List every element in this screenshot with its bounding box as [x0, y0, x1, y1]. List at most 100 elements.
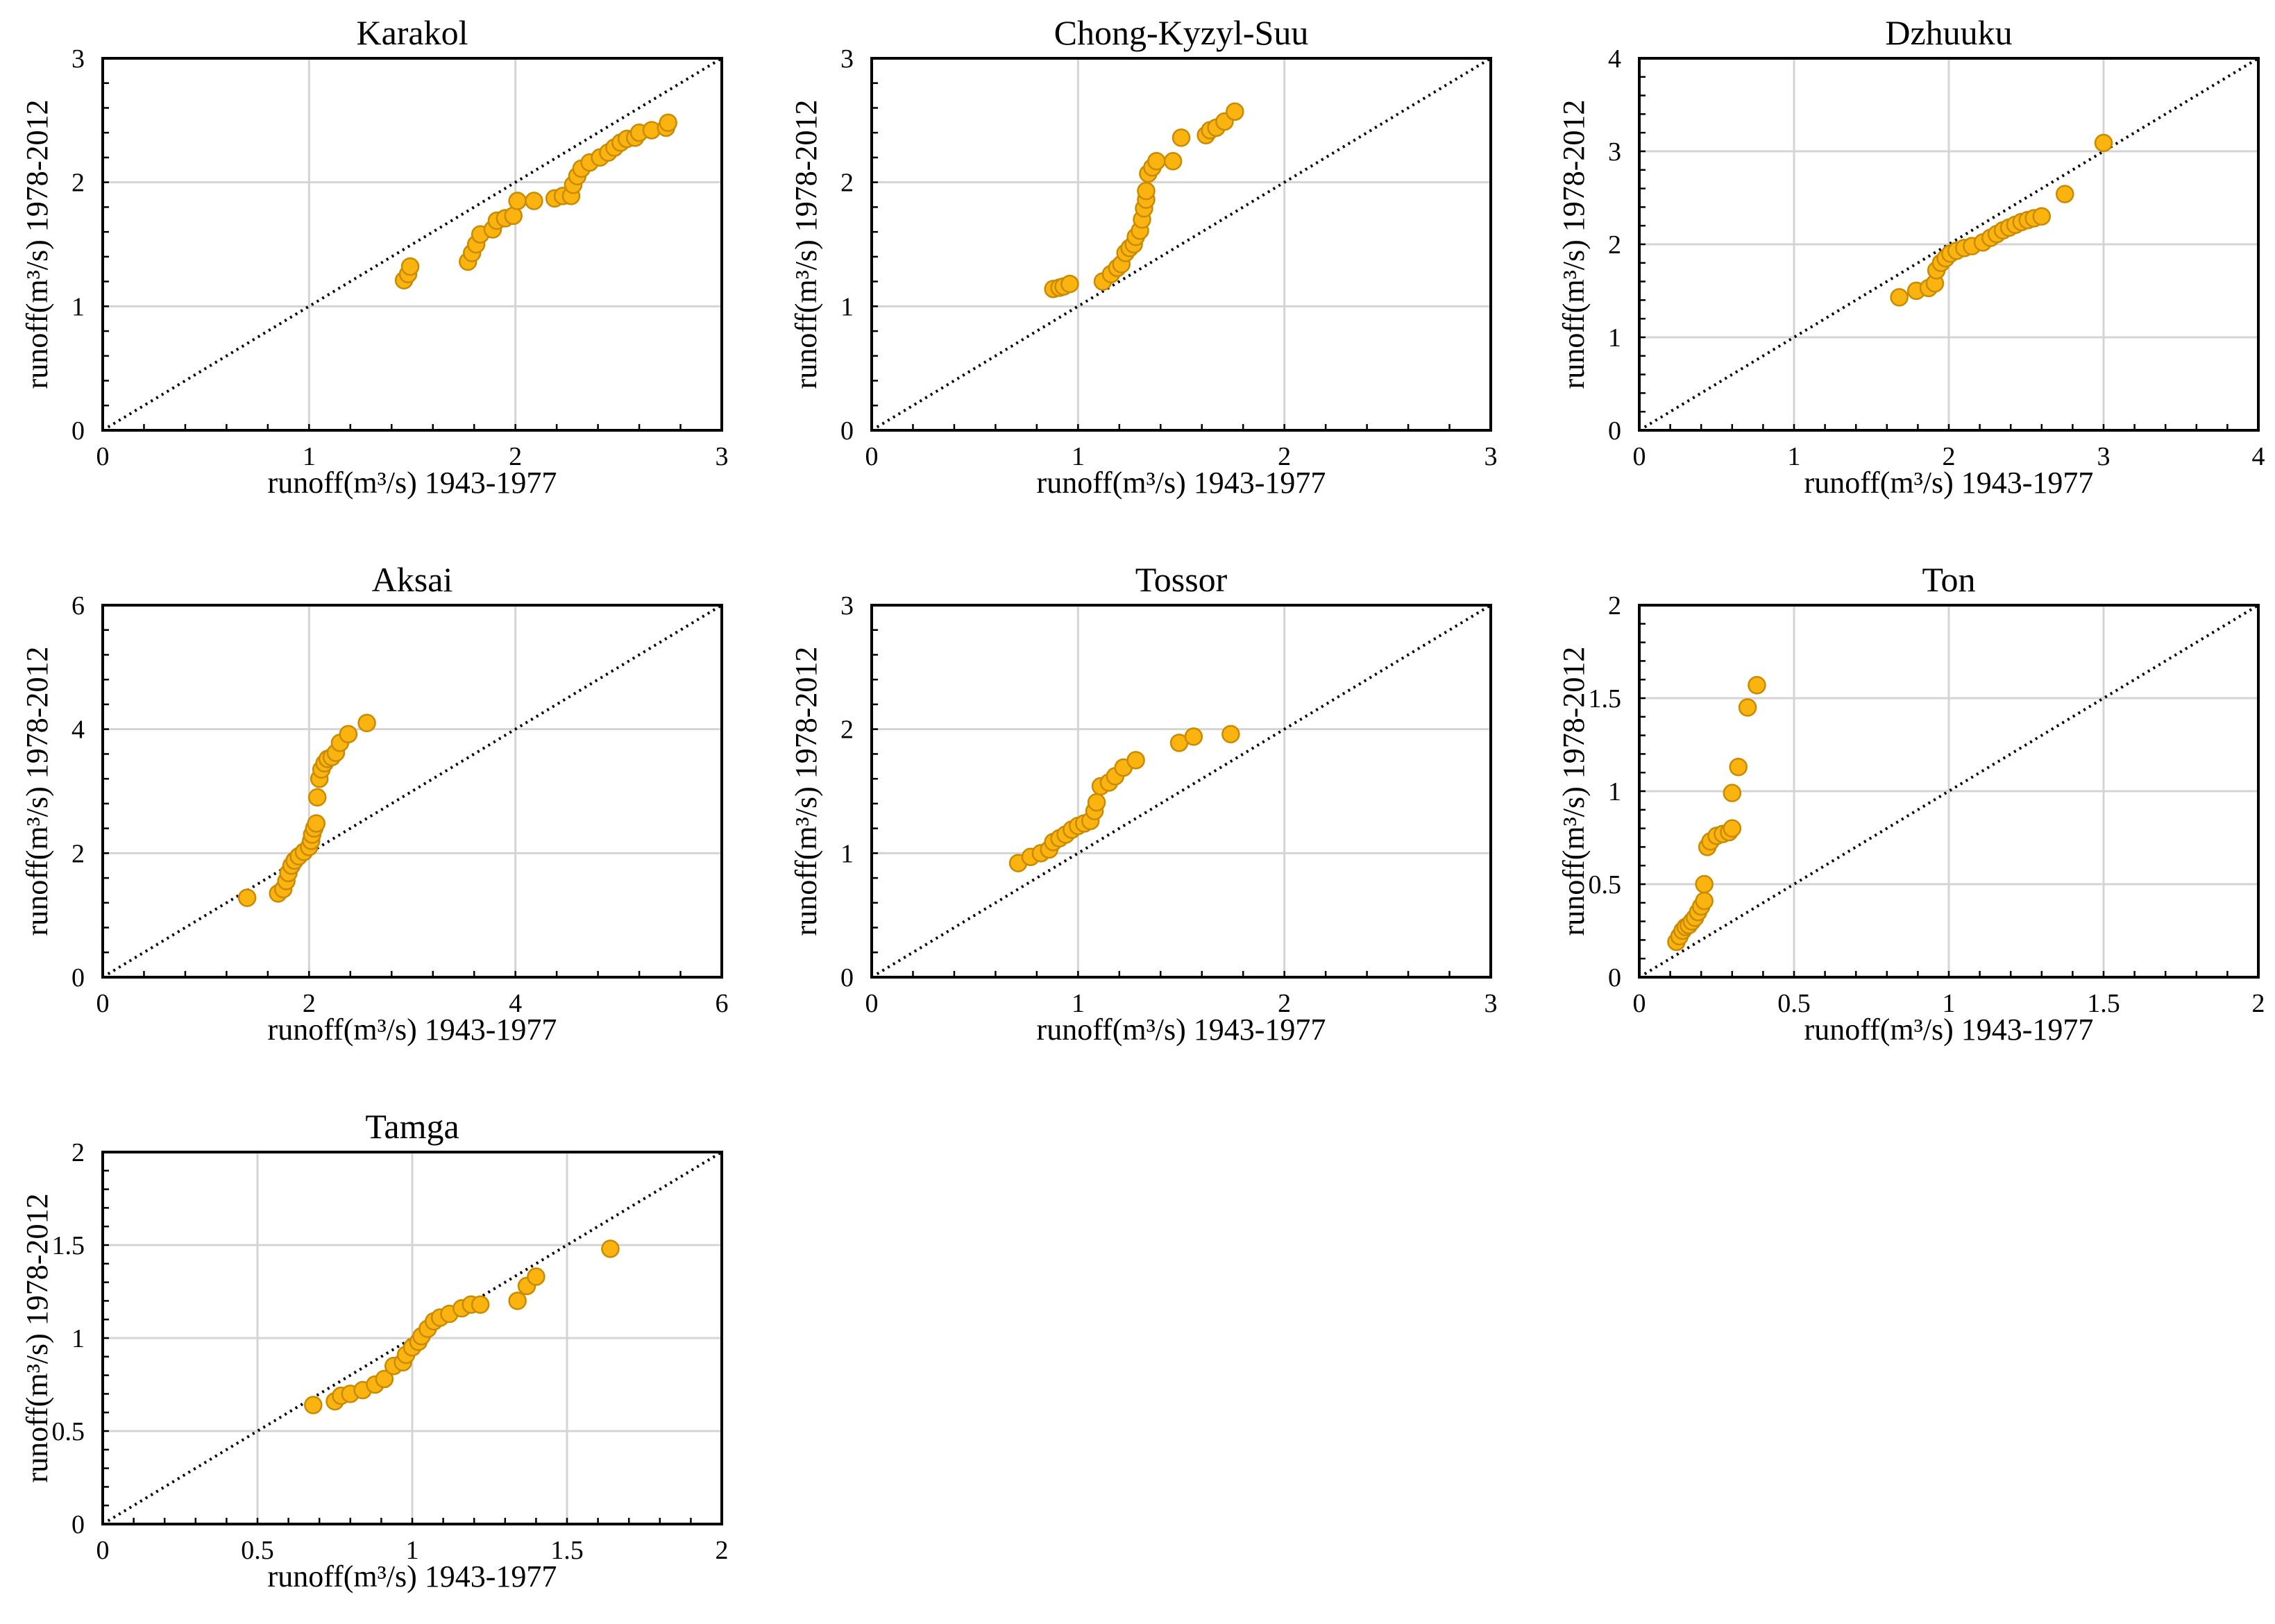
- data-point: [375, 1369, 394, 1389]
- data-point: [1723, 819, 1742, 838]
- x-tick-label: 0: [1633, 989, 1646, 1018]
- panel-title: Karakol: [356, 13, 468, 52]
- y-tick-label: 1: [71, 1324, 85, 1353]
- data-point: [525, 192, 543, 210]
- data-point: [307, 788, 327, 807]
- y-tick-label: 4: [1608, 44, 1621, 74]
- y-tick-label: 4: [71, 716, 85, 745]
- panel-title: Tamga: [365, 1107, 459, 1146]
- data-point: [1147, 152, 1166, 171]
- panel-chong-kyzyl-suu: 0 1 2 3 0 1 2 3 Chong-Kyzyl-Suu runoff(m³/s) 1943…: [789, 13, 1498, 500]
- x-tick-label: 0: [96, 442, 110, 471]
- one-to-one-line: [101, 1151, 723, 1525]
- x-tick-label: 3: [1485, 989, 1498, 1018]
- y-axis-label: runoff(m³/s) 1978-2012: [20, 100, 54, 389]
- x-tick-label: 6: [716, 989, 729, 1018]
- x-axis-label: runoff(m³/s) 1943-1977: [1804, 466, 2094, 500]
- data-point: [601, 1240, 620, 1258]
- data-point: [1126, 751, 1145, 770]
- panel-tamga: 0 0.5 1 1.5 2 0 0.5 1 1.5 2 Tamga runoff(m³/s) 1943…: [20, 1107, 729, 1593]
- y-tick-label: 2: [71, 1138, 85, 1167]
- data-point: [1890, 288, 1909, 307]
- y-tick-label: 1: [840, 839, 854, 868]
- x-tick-label: 2: [716, 1536, 729, 1565]
- y-tick-label: 0.5: [1589, 870, 1622, 899]
- y-tick-label: 2: [840, 169, 854, 198]
- x-tick-label: 0: [865, 989, 879, 1018]
- y-axis-label: runoff(m³/s) 1978-2012: [20, 1194, 54, 1483]
- data-point: [1137, 181, 1156, 201]
- x-tick-label: 4: [2252, 442, 2265, 471]
- x-axis-label: runoff(m³/s) 1943-1977: [1804, 1013, 2094, 1047]
- x-tick-label: 1: [1788, 442, 1801, 471]
- one-to-one-line: [1638, 604, 2260, 979]
- y-tick-label: 1: [840, 292, 854, 321]
- data-point: [1226, 102, 1244, 121]
- data-point: [339, 725, 358, 744]
- data-point: [1172, 128, 1191, 147]
- data-point: [1695, 891, 1714, 911]
- panel-title: Chong-Kyzyl-Suu: [1054, 13, 1309, 52]
- y-tick-label: 0: [71, 1510, 85, 1539]
- panel-karakol: 0 1 2 3 0 1 2 3 Karakol runoff(m³/s) 1943-1977 run…: [20, 13, 729, 500]
- y-tick-label: 3: [1608, 137, 1621, 167]
- panel-aksai: 0 2 4 6 0 2 4 6 Aksai runoff(m³/s) 1943-1977 runof…: [20, 560, 729, 1047]
- y-axis-label: runoff(m³/s) 1978-2012: [20, 647, 54, 936]
- y-tick-label: 1: [1608, 323, 1621, 353]
- x-tick-label: 4: [509, 989, 522, 1018]
- x-tick-label: 0.5: [241, 1536, 274, 1565]
- data-point: [1748, 675, 1766, 695]
- x-tick-label: 0: [1633, 442, 1646, 471]
- data-point: [1163, 152, 1183, 171]
- data-point: [2056, 185, 2074, 203]
- one-to-one-line: [101, 604, 723, 979]
- data-point: [471, 1295, 490, 1314]
- plot-area: [101, 604, 723, 979]
- y-tick-label: 0.5: [52, 1417, 85, 1446]
- panel-title: Tossor: [1135, 560, 1228, 599]
- y-tick-label: 2: [1608, 230, 1621, 260]
- panel-title: Ton: [1922, 560, 1975, 599]
- data-point: [1729, 757, 1748, 777]
- y-tick-label: 2: [71, 839, 85, 868]
- x-tick-label: 1: [406, 1536, 419, 1565]
- x-axis-label: runoff(m³/s) 1943-1977: [1037, 1013, 1326, 1047]
- x-axis-label: runoff(m³/s) 1943-1977: [268, 1559, 557, 1593]
- data-point: [1221, 725, 1240, 744]
- y-axis-label: runoff(m³/s) 1978-2012: [789, 647, 823, 936]
- plot-area: [101, 57, 723, 432]
- x-tick-label: 3: [716, 442, 729, 471]
- x-tick-label: 0: [96, 1536, 110, 1565]
- y-tick-label: 0: [840, 963, 854, 992]
- x-tick-label: 2: [509, 442, 522, 471]
- x-axis-label: runoff(m³/s) 1943-1977: [268, 466, 557, 500]
- data-point: [1184, 727, 1203, 746]
- x-tick-label: 2: [303, 989, 316, 1018]
- y-tick-label: 3: [71, 44, 85, 74]
- x-tick-label: 2: [1278, 442, 1291, 471]
- y-tick-label: 1.5: [1589, 684, 1622, 713]
- y-tick-label: 6: [71, 591, 85, 620]
- y-tick-label: 3: [840, 591, 854, 620]
- data-point: [504, 206, 523, 226]
- data-point: [1723, 784, 1742, 802]
- x-tick-label: 1: [1072, 989, 1085, 1018]
- one-to-one-line: [870, 604, 1492, 979]
- data-point: [508, 192, 527, 210]
- data-point: [1738, 698, 1757, 717]
- data-point: [659, 113, 677, 133]
- panel-title: Dzhuuku: [1885, 13, 2012, 52]
- x-tick-label: 3: [2097, 442, 2111, 471]
- panel-ton: 0 0.5 1 1.5 2 0 0.5 1 1.5 2 Ton runoff(m³/s) 1943-1…: [1557, 560, 2265, 1047]
- panel-dzhuuku: 0 1 2 3 4 0 1 2 3 4 Dzhuuku runoff(m³/s) 1943-1977 r…: [1557, 13, 2265, 500]
- data-point: [2032, 207, 2052, 226]
- data-point: [508, 1292, 527, 1310]
- y-tick-label: 2: [71, 169, 85, 198]
- x-tick-label: 0.5: [1777, 989, 1811, 1018]
- x-tick-label: 3: [1485, 442, 1498, 471]
- data-point: [237, 888, 257, 907]
- data-point: [1695, 874, 1714, 894]
- x-tick-label: 2: [2252, 989, 2265, 1018]
- y-tick-label: 3: [840, 44, 854, 74]
